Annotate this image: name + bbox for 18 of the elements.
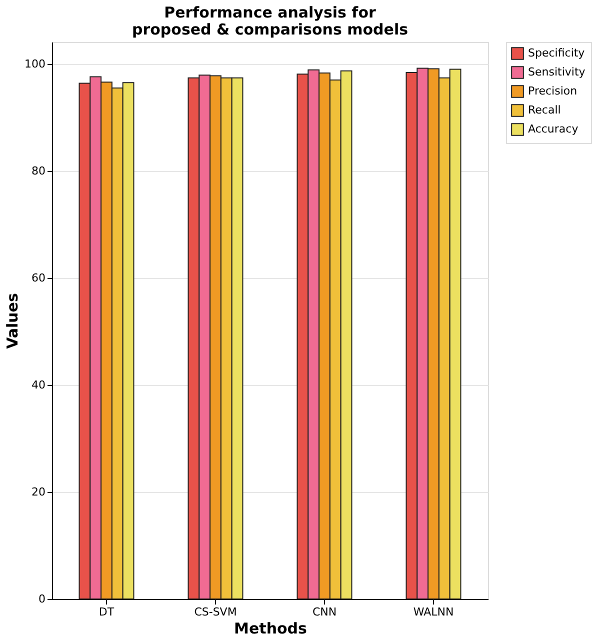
chart-title: Performance analysis for proposed & comparisons models xyxy=(132,4,408,38)
x-tick-label: DT xyxy=(98,606,114,618)
y-tick-label: 0 xyxy=(38,592,46,606)
y-tick-label: 100 xyxy=(24,57,46,70)
x-tick-label: WALNN xyxy=(413,606,454,618)
x-axis-title: Methods xyxy=(234,620,308,638)
y-tick-label: 60 xyxy=(32,271,46,284)
legend-label: Accuracy xyxy=(528,122,579,136)
x-tick-label: CNN xyxy=(312,606,337,618)
y-tick-label: 80 xyxy=(32,164,46,178)
x-tick-label: CS-SVM xyxy=(194,606,237,618)
legend-label: Sensitivity xyxy=(528,66,586,78)
legend-label: Precision xyxy=(528,84,578,98)
legend-label: Recall xyxy=(528,104,561,116)
y-tick-label: 20 xyxy=(32,485,46,498)
y-axis-title: Values xyxy=(4,293,22,349)
legend-label: Specificity xyxy=(528,46,586,60)
y-tick-label: 40 xyxy=(32,378,46,392)
